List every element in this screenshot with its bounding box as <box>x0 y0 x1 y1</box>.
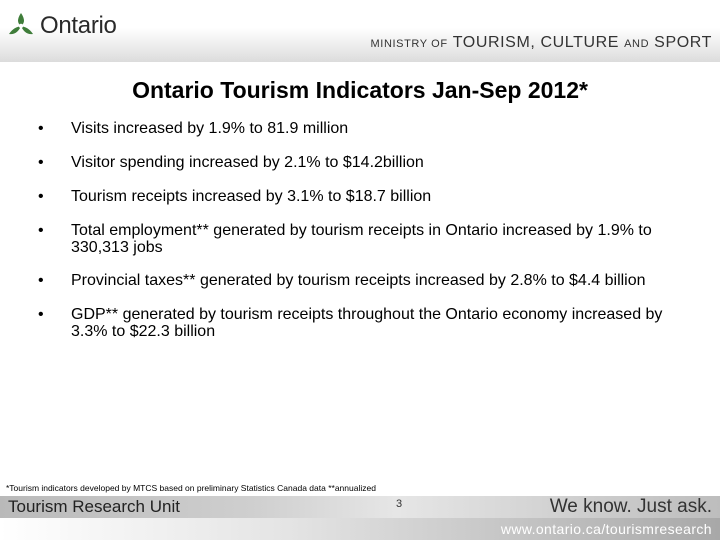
ministry-sport: SPORT <box>654 34 712 51</box>
ministry-name: MINISTRY OF TOURISM, CULTURE AND SPORT <box>371 34 712 52</box>
bullet-text: Tourism receipts increased by 3.1% to $1… <box>71 188 432 205</box>
bullet-item: • Visitor spending increased by 2.1% to … <box>36 154 681 171</box>
footnote: *Tourism indicators developed by MTCS ba… <box>6 483 376 493</box>
bullet-item: • GDP** generated by tourism receipts th… <box>36 306 681 340</box>
url-band: www.ontario.ca/tourismresearch <box>0 518 720 540</box>
header-banner: Ontario MINISTRY OF TOURISM, CULTURE AND… <box>0 0 720 62</box>
bullet-marker: • <box>38 154 44 171</box>
bullet-marker: • <box>38 272 44 289</box>
footer-url: www.ontario.ca/tourismresearch <box>500 521 712 537</box>
bullet-marker: • <box>38 120 44 137</box>
bullet-text: Provincial taxes** generated by tourism … <box>71 272 646 289</box>
bullet-text: Visitor spending increased by 2.1% to $1… <box>71 154 424 171</box>
footer-band: Tourism Research Unit 3 We know. Just as… <box>0 496 720 518</box>
ontario-logo: Ontario <box>6 8 117 44</box>
bullet-item: • Total employment** generated by touris… <box>36 222 681 256</box>
logo-text: Ontario <box>40 12 117 39</box>
ministry-and-text: AND <box>624 38 650 50</box>
bullet-item: • Visits increased by 1.9% to 81.9 milli… <box>36 120 681 137</box>
bullet-marker: • <box>38 188 44 205</box>
ministry-of-text: MINISTRY OF <box>370 38 448 50</box>
bullet-item: • Provincial taxes** generated by touris… <box>36 272 681 289</box>
footer-tagline: We know. Just ask. <box>549 496 712 517</box>
slide-title: Ontario Tourism Indicators Jan-Sep 2012* <box>132 77 588 103</box>
ministry-culture: CULTURE <box>540 34 620 51</box>
bullet-text: Total employment** generated by tourism … <box>71 222 652 256</box>
trillium-icon <box>9 13 33 35</box>
page-number: 3 <box>396 498 403 510</box>
ministry-tourism: TOURISM, <box>452 34 536 51</box>
bullet-list: • Visits increased by 1.9% to 81.9 milli… <box>36 120 681 340</box>
bullet-marker: • <box>38 222 44 239</box>
bullet-text: GDP** generated by tourism receipts thro… <box>71 306 663 340</box>
bullet-marker: • <box>38 306 44 323</box>
footer-unit-name: Tourism Research Unit <box>8 497 180 516</box>
bullet-item: • Tourism receipts increased by 3.1% to … <box>36 188 681 205</box>
bullet-text: Visits increased by 1.9% to 81.9 million <box>71 120 349 137</box>
